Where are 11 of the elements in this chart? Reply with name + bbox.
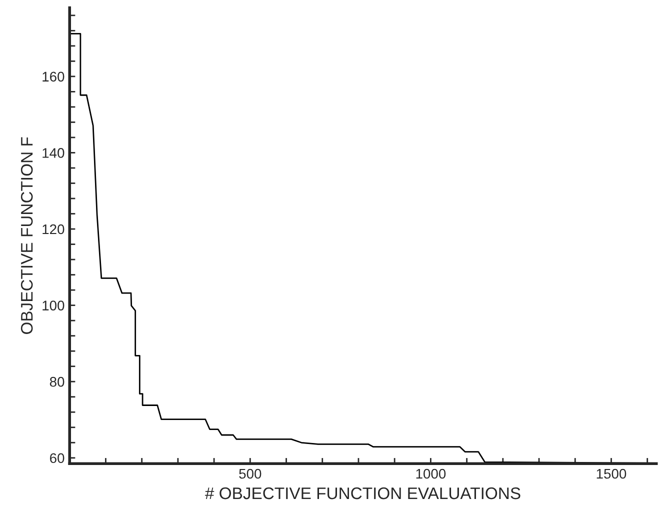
y-tick-label: 120 [42, 224, 64, 234]
y-tick-label: 100 [42, 300, 64, 310]
y-tick-label: 60 [50, 453, 64, 464]
y-tick-label: 140 [42, 148, 64, 158]
x-tick-label: 1000 [416, 468, 446, 479]
y-tick-label: 80 [50, 376, 64, 387]
x-axis-title: # OBJECTIVE FUNCTION EVALUATIONS [205, 487, 520, 500]
x-tick-label: 500 [239, 468, 262, 479]
y-tick-label: 160 [42, 72, 64, 82]
y-axis-title: OBJECTIVE FUNCTION F [20, 137, 33, 334]
x-tick-label: 1500 [596, 468, 626, 479]
